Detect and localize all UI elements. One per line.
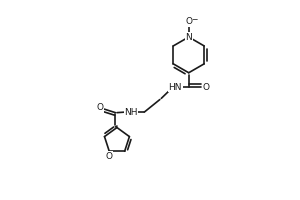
Text: O: O [185, 17, 192, 26]
Text: NH: NH [124, 108, 138, 117]
Text: HN: HN [169, 83, 182, 92]
Text: O: O [202, 83, 209, 92]
Text: O: O [105, 152, 112, 161]
Text: O: O [96, 103, 103, 112]
Text: −: − [191, 15, 197, 24]
Text: N: N [185, 33, 192, 42]
